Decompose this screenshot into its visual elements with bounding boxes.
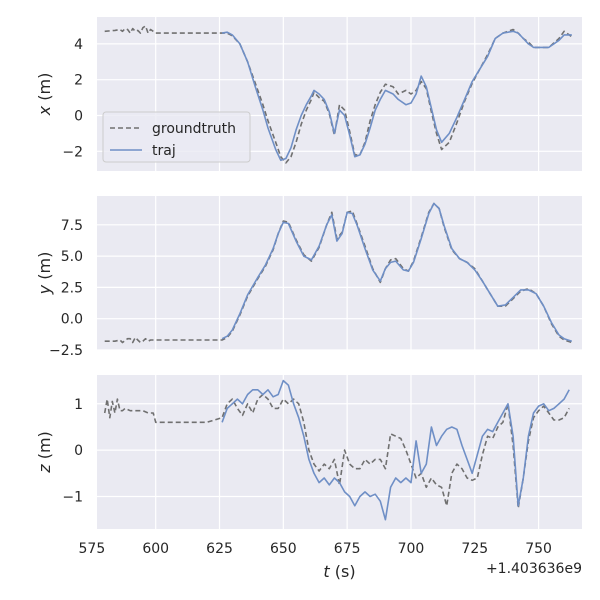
ylabel-unit-y: (m) (35, 252, 54, 285)
panel-z: −1 0 1 z (m) (35, 375, 582, 529)
ylabel-var-y: y (35, 284, 54, 295)
ytick-label-y: 7.5 (61, 218, 83, 234)
ylabel-z: z (m) (35, 431, 54, 474)
x-axis: 575 600 625 650 675 700 725 750 t (s) +1.403636e9 (79, 541, 582, 581)
panel-y: −2.5 0.0 2.5 5.0 7.5 y (m) (35, 196, 582, 359)
xtick-label: 675 (334, 541, 361, 557)
ytick-label-x: 4 (74, 37, 83, 53)
legend-box (102, 111, 251, 163)
ytick-label-y: −2.5 (49, 343, 83, 359)
ylabel-unit-z: (m) (35, 431, 54, 464)
ytick-label-x: 0 (74, 108, 83, 124)
x-offset-label: +1.403636e9 (486, 561, 582, 577)
ylabel-unit-x: (m) (35, 73, 54, 106)
xtick-label: 750 (525, 541, 552, 557)
series-groundtruth-z (103, 393, 570, 509)
series-traj-x (221, 30, 572, 162)
ytick-label-z: 1 (74, 397, 83, 413)
series-traj-y (221, 202, 573, 342)
legend: groundtruth traj (102, 111, 251, 163)
xlabel-unit: (s) (330, 562, 356, 581)
series-traj-z (221, 379, 570, 521)
xtick-label: 575 (79, 541, 106, 557)
ytick-label-y: 0.0 (61, 312, 83, 328)
xtick-label: 650 (270, 541, 297, 557)
plot-area-y (97, 196, 582, 350)
xtick-label: 700 (398, 541, 425, 557)
ytick-label-y: 5.0 (61, 249, 83, 265)
ylabel-var-z: z (35, 464, 54, 474)
ytick-label-z: 0 (74, 443, 83, 459)
xtick-label: 600 (142, 541, 169, 557)
xlabel: t (s) (323, 562, 355, 581)
legend-label-traj: traj (152, 143, 176, 159)
ylabel-y: y (m) (35, 252, 54, 296)
plot-area-z (97, 375, 582, 529)
ytick-label-z: −1 (62, 490, 83, 506)
xtick-label: 625 (206, 541, 233, 557)
ytick-label-x: −2 (62, 144, 83, 160)
ytick-label-x: 2 (74, 73, 83, 89)
legend-label-groundtruth: groundtruth (152, 121, 236, 137)
ytick-label-y: 2.5 (61, 280, 83, 296)
ylabel-x: x (m) (35, 73, 54, 117)
xlabel-var: t (323, 562, 330, 581)
ylabel-var-x: x (35, 105, 54, 116)
xtick-label: 725 (461, 541, 488, 557)
